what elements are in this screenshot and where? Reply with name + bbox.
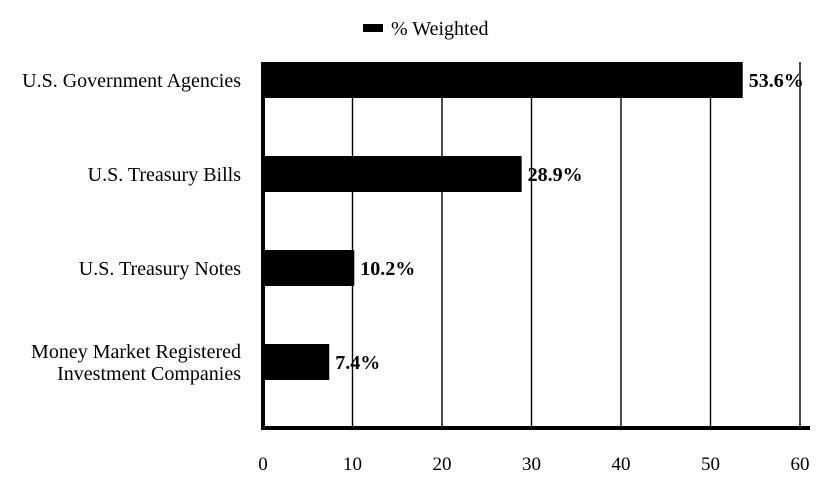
category-labels: U.S. Government Agencies U.S. Treasury Bi…	[22, 70, 241, 385]
category-label-line: U.S. Treasury Bills	[88, 164, 242, 186]
x-tick-label: 0	[258, 454, 268, 475]
legend-swatch	[363, 24, 383, 32]
category-label: U.S. Treasury Notes	[79, 258, 241, 280]
x-tick-labels: 0 10 20 30 40 50 60	[258, 454, 809, 475]
x-tick-label: 30	[522, 454, 541, 475]
x-tick-label: 20	[433, 454, 452, 475]
data-label: 28.9%	[528, 164, 583, 186]
x-tick-label: 40	[612, 454, 631, 475]
category-label: U.S. Government Agencies	[22, 70, 241, 92]
x-tick-label: 60	[791, 454, 810, 475]
category-label: U.S. Treasury Bills	[88, 164, 242, 186]
bar	[263, 250, 355, 286]
chart-legend: % Weighted	[363, 18, 488, 40]
category-label-line: U.S. Treasury Notes	[79, 258, 241, 280]
bar	[263, 344, 330, 380]
bar	[263, 156, 522, 192]
bar-group	[263, 62, 743, 380]
category-label-line: Money Market Registered	[31, 341, 241, 363]
x-tick-label: 50	[701, 454, 720, 475]
x-tick-label: 10	[343, 454, 362, 475]
bar	[263, 62, 743, 98]
axes	[261, 62, 810, 430]
category-label: Money Market Registered Investment Compan…	[31, 341, 241, 385]
data-label: 53.6%	[749, 70, 804, 92]
data-label: 7.4%	[335, 352, 380, 374]
data-labels: 53.6% 28.9% 10.2% 7.4%	[335, 70, 803, 374]
legend-label: % Weighted	[391, 18, 488, 40]
category-label-line: Investment Companies	[57, 363, 241, 385]
grid-lines	[351, 62, 801, 428]
data-label: 10.2%	[360, 258, 415, 280]
category-label-line: U.S. Government Agencies	[22, 70, 241, 92]
